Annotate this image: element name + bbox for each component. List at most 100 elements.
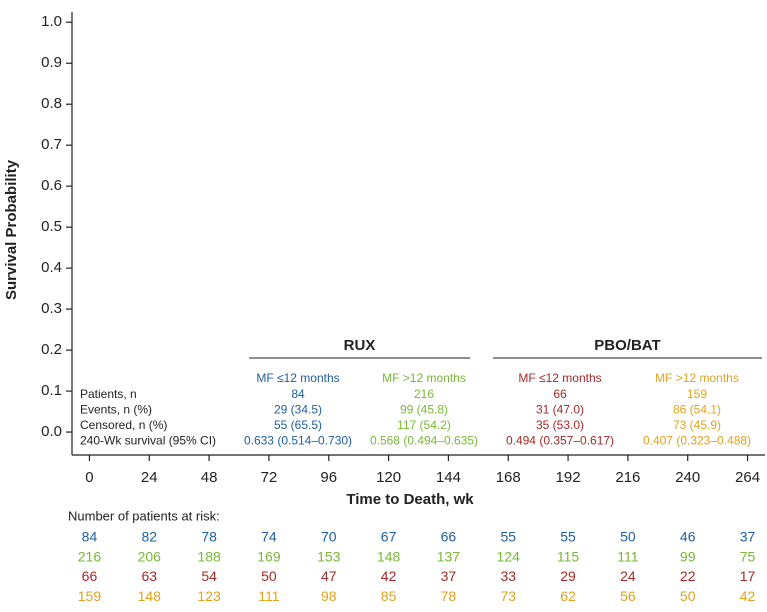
at-risk-count: 73 — [500, 588, 516, 604]
at-risk-count: 42 — [740, 588, 756, 604]
table-cell: 29 (34.5) — [274, 403, 322, 417]
y-tick-label: 0.7 — [41, 136, 62, 153]
table-cell: 55 (65.5) — [274, 418, 322, 432]
table-cell: 0.633 (0.514–0.730) — [244, 434, 352, 448]
at-risk-count: 206 — [138, 548, 162, 564]
at-risk-count: 78 — [201, 529, 217, 545]
x-tick-label: 0 — [85, 469, 93, 486]
x-tick-label: 264 — [735, 469, 760, 486]
x-tick-label: 168 — [496, 469, 521, 486]
at-risk-count: 124 — [497, 548, 521, 564]
at-risk-count: 24 — [620, 568, 636, 584]
column-header: MF >12 months — [382, 371, 466, 385]
at-risk-count: 29 — [560, 568, 576, 584]
column-header: MF ≤12 months — [518, 371, 601, 385]
at-risk-count: 62 — [560, 588, 576, 604]
at-risk-count: 50 — [680, 588, 696, 604]
y-tick-label: 0.2 — [41, 341, 62, 358]
at-risk-count: 22 — [680, 568, 696, 584]
y-tick-label: 0.5 — [41, 218, 62, 235]
row-label: Events, n (%) — [80, 403, 152, 417]
group-header: RUX — [344, 337, 376, 354]
at-risk-count: 153 — [317, 548, 341, 564]
table-cell: 66 — [553, 387, 567, 401]
x-tick-label: 48 — [201, 469, 218, 486]
table-cell: 84 — [291, 387, 305, 401]
table-cell: 216 — [414, 387, 434, 401]
at-risk-count: 55 — [500, 529, 516, 545]
row-label: Patients, n — [80, 387, 137, 401]
at-risk-count: 37 — [441, 568, 457, 584]
column-header: MF ≤12 months — [256, 371, 339, 385]
at-risk-count: 111 — [617, 548, 638, 564]
at-risk-count: 50 — [261, 568, 277, 584]
at-risk-count: 46 — [680, 529, 696, 545]
y-tick-label: 0.9 — [41, 54, 62, 71]
x-tick-label: 216 — [615, 469, 640, 486]
y-tick-label: 1.0 — [41, 13, 62, 30]
at-risk-count: 63 — [141, 568, 157, 584]
y-tick-label: 0.8 — [41, 95, 62, 112]
y-tick-label: 0.6 — [41, 177, 62, 194]
at-risk-count: 66 — [82, 568, 98, 584]
at-risk-title: Number of patients at risk: — [68, 508, 220, 523]
y-axis-label: Survival Probability — [3, 159, 20, 300]
table-cell: 0.494 (0.357–0.617) — [506, 434, 614, 448]
x-tick-label: 144 — [436, 469, 461, 486]
at-risk-count: 188 — [197, 548, 221, 564]
table-cell: 31 (47.0) — [536, 403, 584, 417]
at-risk-count: 148 — [377, 548, 401, 564]
at-risk-count: 99 — [680, 548, 696, 564]
y-tick-label: 0.1 — [41, 382, 62, 399]
x-tick-label: 72 — [261, 469, 278, 486]
at-risk-count: 67 — [381, 529, 397, 545]
at-risk-count: 55 — [560, 529, 576, 545]
group-header: PBO/BAT — [594, 337, 660, 354]
at-risk-count: 50 — [620, 529, 636, 545]
at-risk-count: 169 — [257, 548, 281, 564]
at-risk-count: 78 — [441, 588, 457, 604]
row-label: 240-Wk survival (95% CI) — [80, 434, 216, 448]
row-label: Censored, n (%) — [80, 418, 167, 432]
at-risk-count: 70 — [321, 529, 337, 545]
table-cell: 117 (54.2) — [397, 418, 451, 432]
at-risk-count: 98 — [321, 588, 337, 604]
column-header: MF >12 months — [655, 371, 739, 385]
at-risk-count: 17 — [740, 568, 756, 584]
at-risk-count: 137 — [437, 548, 461, 564]
table-cell: 0.568 (0.494–0.635) — [370, 434, 478, 448]
at-risk-count: 159 — [78, 588, 102, 604]
table-cell: 86 (54.1) — [673, 403, 721, 417]
y-tick-label: 0.4 — [41, 259, 62, 276]
x-axis-label: Time to Death, wk — [346, 491, 474, 508]
x-tick-label: 24 — [141, 469, 158, 486]
x-tick-label: 96 — [320, 469, 337, 486]
y-tick-label: 0.3 — [41, 300, 62, 317]
at-risk-count: 42 — [381, 568, 397, 584]
table-cell: 99 (45.8) — [400, 403, 448, 417]
x-tick-label: 192 — [556, 469, 581, 486]
at-risk-count: 75 — [740, 548, 756, 564]
at-risk-count: 54 — [201, 568, 217, 584]
table-cell: 35 (53.0) — [536, 418, 584, 432]
at-risk-count: 123 — [197, 588, 221, 604]
table-cell: 73 (45.9) — [673, 418, 721, 432]
at-risk-count: 74 — [261, 529, 277, 545]
at-risk-count: 82 — [141, 529, 157, 545]
at-risk-count: 85 — [381, 588, 397, 604]
x-tick-label: 120 — [376, 469, 401, 486]
at-risk-count: 56 — [620, 588, 636, 604]
at-risk-count: 33 — [500, 568, 516, 584]
at-risk-count: 37 — [740, 529, 756, 545]
y-tick-label: 0.0 — [41, 423, 62, 440]
at-risk-count: 66 — [441, 529, 457, 545]
at-risk-count: 111 — [258, 588, 279, 604]
at-risk-count: 216 — [78, 548, 102, 564]
at-risk-count: 84 — [82, 529, 98, 545]
at-risk-count: 148 — [138, 588, 162, 604]
at-risk-count: 115 — [557, 548, 580, 564]
at-risk-count: 47 — [321, 568, 337, 584]
table-cell: 159 — [687, 387, 707, 401]
table-cell: 0.407 (0.323–0.488) — [643, 434, 751, 448]
